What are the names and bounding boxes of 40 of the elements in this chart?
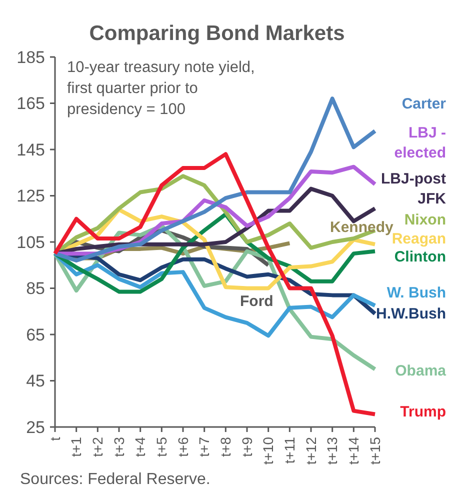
x-tick-label: t+2 [90,436,106,457]
text: Carter [402,95,446,112]
y-tick-label: 185 [16,48,45,67]
series-label: Nixon [404,211,446,228]
text: Kennedy [330,219,394,236]
y-tick-label: 65 [26,325,45,344]
x-tick-label: t+7 [196,436,212,457]
series-label: H.W.Bush [376,305,446,322]
x-tick-label: t+10 [260,436,276,465]
x-tick-label: t+8 [218,436,234,457]
series-label: Clinton [394,248,446,266]
x-tick-label: t+13 [324,436,340,465]
annotation: 10-year treasury note yield, first quarter prior to presidency = 100 [67,59,255,118]
x-tick-label: t+9 [238,436,255,457]
x-tick-label: t+1 [68,436,84,457]
series-label: Obama [395,362,447,380]
series-label: LBJ - elected [394,124,446,162]
y-tick-label: 45 [26,372,45,391]
y-tick-label: 85 [26,279,45,298]
y-tick-label: 105 [16,232,45,252]
chart-title: Comparing Bond Markets [89,22,345,45]
y-tick-label: 145 [16,140,45,160]
series-label: Ford [240,293,274,310]
y-tick-label: 125 [16,186,45,206]
x-tick-label: t+5 [154,436,170,457]
series-label: W. Bush [386,284,446,302]
x-tick-label: t+15 [366,436,383,465]
x-tick-label: t+3 [110,436,127,457]
series-label: Reagan [392,230,446,248]
series-label: Trump [400,403,446,420]
x-tick-label: t+11 [282,436,298,464]
y-tick-label: 165 [16,94,45,114]
x-tick-label: t+14 [346,436,362,465]
x-tick-label: t+4 [132,436,148,457]
y-tick-label: 25 [26,418,45,437]
x-tick-label: t+6 [174,436,191,457]
x-tick-label: t [46,436,63,441]
source-note: Sources: Federal Reserve. [20,471,210,488]
x-tick-label: t+12 [302,436,319,465]
series-label: LBJ-post JFK [381,170,446,208]
